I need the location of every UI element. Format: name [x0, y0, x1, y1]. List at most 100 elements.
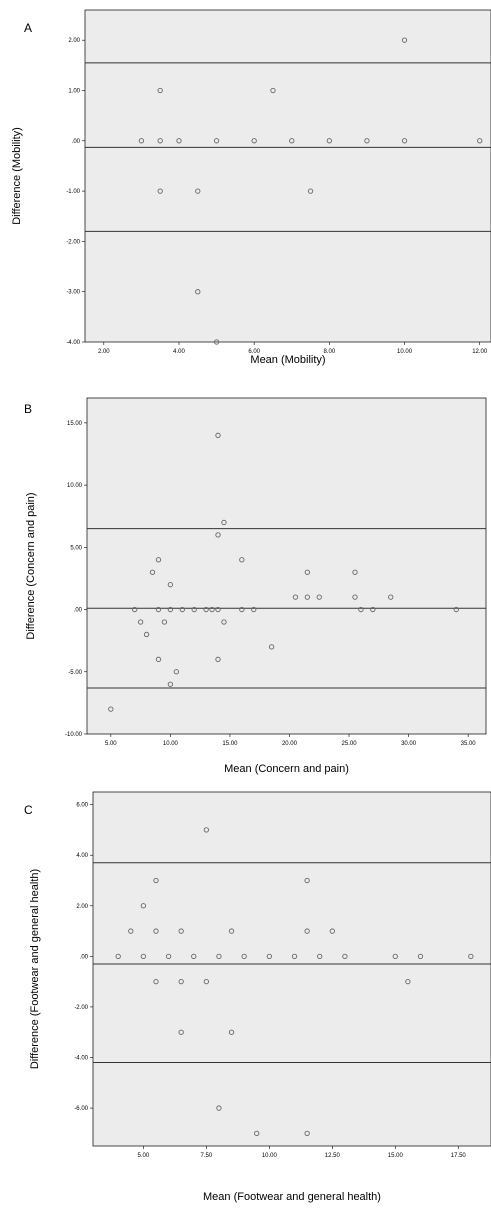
data-point: [477, 138, 483, 144]
data-point: [195, 289, 201, 295]
x-tick-label: 20.00: [282, 741, 298, 747]
x-tick-label: 15.00: [222, 741, 238, 747]
data-point: [228, 928, 235, 934]
data-point: [326, 138, 333, 144]
y-tick-label: -2.00: [74, 1005, 88, 1011]
data-point: [153, 928, 159, 934]
data-point: [191, 606, 197, 613]
data-point: [221, 519, 227, 526]
data-point: [358, 606, 364, 613]
data-point: [213, 339, 220, 345]
data-point: [213, 138, 220, 144]
data-point: [289, 138, 295, 144]
y-tick-label: 1.00: [68, 88, 80, 94]
y-tick-label: .00: [80, 954, 89, 960]
data-point: [292, 594, 299, 600]
data-point: [157, 87, 163, 94]
data-point: [203, 606, 209, 613]
y-axis-title: Difference (Mobility): [11, 127, 23, 225]
data-point: [307, 188, 314, 194]
y-tick-label: -2.00: [66, 239, 80, 245]
x-tick-label: 15.00: [388, 1153, 404, 1159]
data-point: [228, 1029, 235, 1035]
x-tick-label: 6.00: [248, 349, 260, 355]
data-point: [401, 138, 408, 144]
data-point: [115, 953, 121, 960]
data-point: [215, 532, 221, 538]
data-point: [401, 37, 408, 43]
panel-label: C: [24, 803, 33, 817]
y-tick-label: -1.00: [66, 189, 80, 195]
data-point: [203, 978, 210, 985]
data-point: [388, 594, 394, 600]
data-point: [178, 928, 184, 934]
data-point: [221, 619, 227, 625]
x-tick-label: 30.00: [401, 741, 417, 747]
data-point: [215, 432, 221, 438]
x-tick-label: 12.50: [325, 1153, 341, 1159]
y-axis-title: Difference (Footwear and general health): [29, 869, 41, 1069]
data-point: [304, 594, 310, 600]
data-point: [364, 138, 370, 144]
data-point: [251, 138, 257, 144]
data-point: [108, 706, 114, 712]
x-tick-label: 35.00: [461, 741, 477, 747]
data-point: [304, 1130, 310, 1137]
data-point: [266, 953, 272, 960]
data-point: [161, 619, 168, 625]
data-point: [155, 557, 162, 563]
y-tick-label: -4.00: [66, 340, 80, 346]
x-tick-label: 7.50: [201, 1153, 213, 1159]
data-point: [417, 953, 424, 960]
data-point: [178, 1029, 184, 1035]
data-point: [239, 557, 245, 563]
x-axis-title: Mean (Concern and pain): [224, 763, 349, 775]
data-point: [329, 928, 335, 934]
data-point: [167, 606, 174, 613]
y-axis-title: Difference (Concern and pain): [25, 492, 37, 639]
x-axis-title: Mean (Footwear and general health): [203, 1191, 381, 1203]
y-tick-label: -6.00: [74, 1106, 88, 1112]
y-tick-label: 2.00: [68, 38, 80, 44]
x-tick-label: 10.00: [262, 1153, 278, 1159]
x-tick-label: 4.00: [173, 349, 185, 355]
x-tick-label: 17.50: [451, 1153, 467, 1159]
data-point: [215, 606, 221, 613]
panel-a: A 2.00 4.00 6.00 8.00 10.00 12.00 -4.00 -3.00 -2.…: [11, 9, 491, 366]
y-tick-label: 6.00: [76, 803, 88, 809]
panel-label: B: [24, 402, 32, 416]
y-tick-label: 15.00: [67, 421, 83, 427]
data-point: [149, 569, 156, 575]
data-point: [317, 953, 323, 960]
data-point: [453, 606, 459, 613]
data-point: [140, 953, 147, 960]
x-tick-label: 5.00: [138, 1153, 150, 1159]
data-point: [191, 953, 197, 960]
data-point: [167, 681, 174, 687]
data-point: [131, 606, 138, 613]
data-point: [291, 953, 298, 960]
data-point: [138, 138, 145, 144]
panel-c: C 5.00 7.50 10.00 12.50 15.00 17.50 -6.00 -4.00 -…: [24, 791, 491, 1203]
x-tick-label: 10.00: [397, 349, 413, 355]
data-point: [342, 953, 348, 960]
data-point: [304, 928, 310, 934]
data-point: [392, 953, 398, 960]
x-tick-label: 10.00: [163, 741, 179, 747]
data-point: [155, 656, 162, 662]
y-tick-label: -5.00: [68, 670, 82, 676]
data-point: [215, 656, 221, 662]
y-tick-label: 4.00: [76, 853, 88, 859]
data-point: [165, 953, 172, 960]
data-point: [157, 138, 163, 144]
data-point: [468, 953, 474, 960]
data-point: [352, 569, 358, 575]
panel-b: B 5.00 10.00 15.00 20.00 25.00 30.00 35.00 -10.0…: [24, 397, 487, 775]
y-tick-label: 10.00: [67, 483, 83, 489]
data-point: [140, 903, 147, 909]
x-tick-label: 12.00: [472, 349, 488, 355]
plot-area: [92, 791, 491, 1147]
data-point: [137, 619, 144, 625]
data-point: [405, 978, 411, 985]
